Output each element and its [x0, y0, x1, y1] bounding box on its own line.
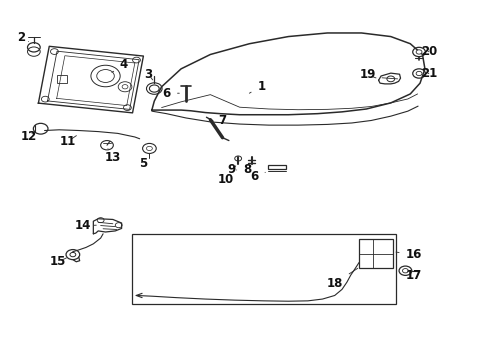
Circle shape	[122, 85, 128, 89]
Text: 3: 3	[144, 68, 152, 81]
Circle shape	[415, 50, 421, 54]
Text: 11: 11	[60, 135, 76, 148]
Text: 1: 1	[249, 80, 265, 93]
Text: 8: 8	[243, 163, 250, 176]
Circle shape	[402, 269, 407, 273]
Text: 19: 19	[359, 68, 375, 81]
Bar	[57, 75, 67, 83]
Bar	[358, 239, 392, 268]
Text: 7: 7	[215, 114, 226, 127]
Text: 18: 18	[326, 268, 357, 290]
Text: 20: 20	[420, 45, 436, 58]
Circle shape	[70, 252, 76, 257]
Text: 14: 14	[74, 219, 96, 233]
Text: 9: 9	[227, 163, 236, 176]
Text: 4: 4	[112, 58, 128, 72]
Text: 5: 5	[139, 153, 149, 170]
Text: 2: 2	[18, 31, 28, 44]
Text: 6: 6	[162, 87, 179, 100]
Bar	[267, 165, 286, 169]
Bar	[132, 234, 395, 304]
Circle shape	[146, 146, 152, 150]
Text: 21: 21	[420, 67, 436, 80]
Text: 10: 10	[217, 170, 236, 186]
Text: 6: 6	[250, 170, 265, 183]
Text: 17: 17	[405, 269, 422, 282]
Text: 13: 13	[104, 148, 121, 164]
Text: 12: 12	[21, 130, 37, 143]
Text: 16: 16	[395, 248, 422, 261]
Text: 15: 15	[50, 255, 66, 268]
Circle shape	[415, 71, 421, 76]
